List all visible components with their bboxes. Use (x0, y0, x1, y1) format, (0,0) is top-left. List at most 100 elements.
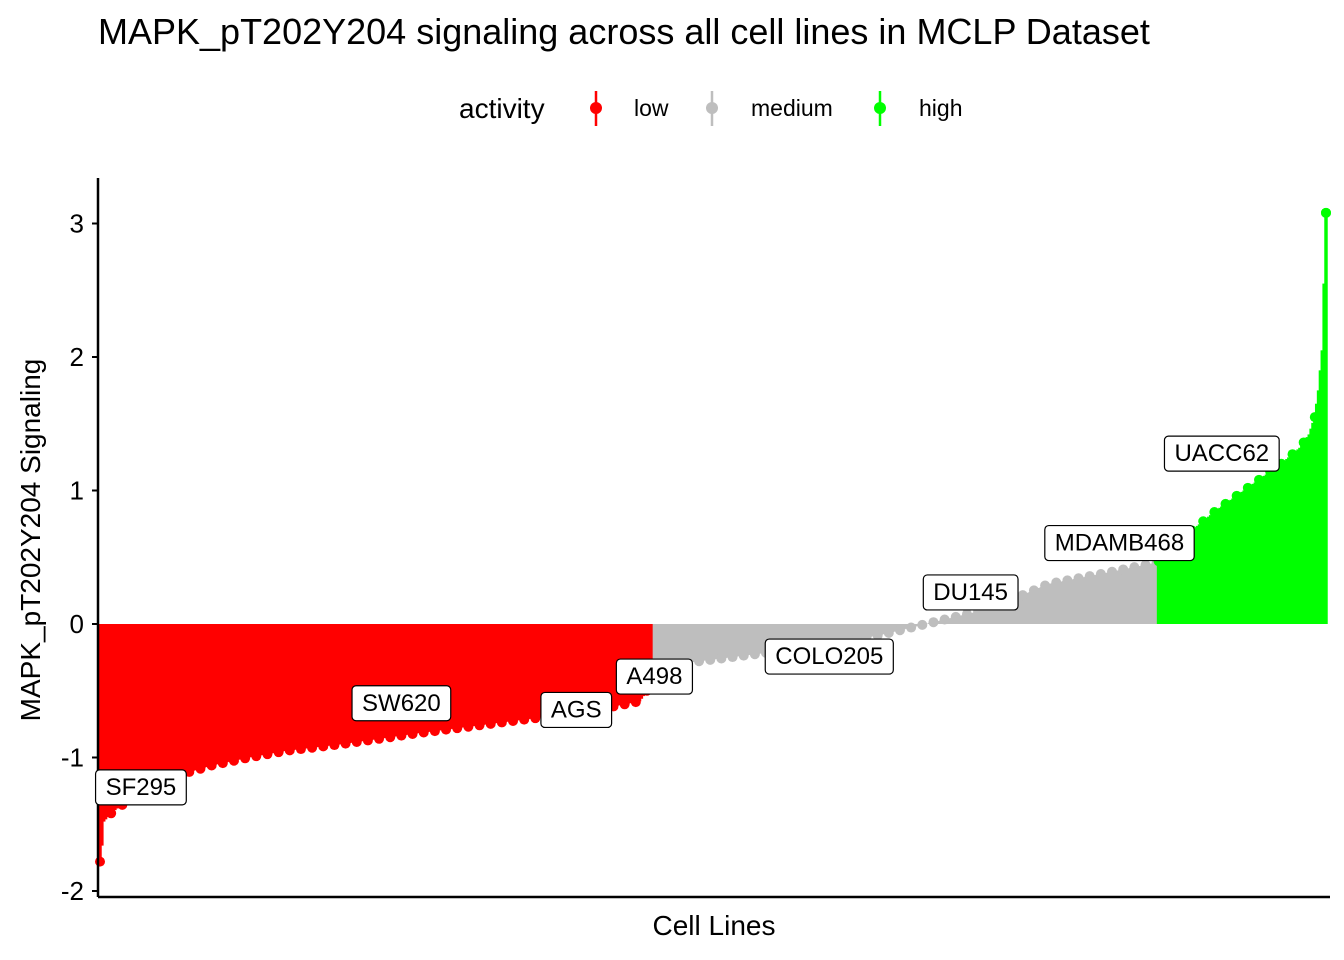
bar-medium (782, 624, 787, 651)
y-tick-label: 2 (70, 342, 84, 372)
bar-medium (1153, 562, 1157, 624)
series-medium (649, 557, 1162, 694)
bar-low (355, 624, 359, 743)
bar-low (321, 624, 325, 747)
bar-low (403, 624, 407, 736)
bar-low (555, 624, 560, 716)
bar-low (423, 624, 428, 733)
bar-medium (678, 624, 683, 664)
legend-label-medium: medium (751, 95, 833, 121)
bar-low (602, 624, 606, 709)
bar-medium (749, 624, 753, 655)
bar-high (1301, 442, 1306, 624)
point-medium (1118, 564, 1129, 575)
bar-low (468, 624, 472, 727)
label-text: SW620 (362, 690, 441, 717)
bar-medium (730, 624, 735, 658)
bar-low (122, 624, 126, 804)
bar-low (392, 624, 396, 737)
x-axis-title: Cell Lines (653, 910, 776, 941)
bar-low (323, 624, 327, 747)
bar-low (213, 624, 218, 765)
bar-high (1218, 507, 1222, 624)
bar-low (594, 624, 599, 710)
bar-low (334, 624, 339, 745)
bar-low (187, 624, 192, 772)
bar-low (310, 624, 314, 748)
bar-high (1201, 521, 1205, 624)
bar-low (496, 624, 500, 723)
bar-medium (1022, 594, 1027, 624)
bar-low (237, 624, 242, 760)
bar-medium (1052, 582, 1057, 624)
point-low (530, 713, 541, 724)
bar-medium (769, 624, 774, 653)
bar-high (1197, 524, 1202, 624)
bar-medium (1034, 589, 1038, 624)
bar-low (375, 624, 379, 740)
bar-medium (978, 611, 982, 624)
bar-low (222, 624, 227, 763)
bar-high (1253, 482, 1258, 624)
bar-medium (963, 614, 967, 624)
bar-high (1208, 515, 1213, 624)
bar-low (514, 624, 519, 721)
bar-low (189, 624, 193, 772)
bar-low (371, 624, 376, 740)
point-low (284, 745, 295, 756)
bar-medium (1026, 592, 1031, 624)
bar-low (206, 624, 210, 767)
bar-high (1249, 485, 1254, 624)
bar-low (481, 624, 485, 725)
point-low (474, 720, 485, 731)
label-MDAMB468: MDAMB468 (1044, 524, 1195, 562)
bar-low (565, 624, 569, 715)
bar-medium (950, 617, 954, 624)
bar-medium (1140, 565, 1144, 624)
bar-low (485, 624, 489, 725)
bar-medium (948, 618, 952, 624)
bar-high (1171, 546, 1176, 624)
bar-low (444, 624, 448, 730)
bar-low (531, 624, 536, 719)
point-medium (727, 652, 738, 663)
bar-low (360, 624, 365, 742)
bar-low (384, 624, 389, 738)
point-low (508, 715, 519, 726)
bar-medium (682, 624, 686, 664)
bar-medium (773, 624, 778, 652)
bar-medium (1035, 588, 1040, 624)
bar-medium (818, 624, 822, 647)
bar-low (193, 624, 197, 771)
point-low (441, 724, 452, 735)
label-box (351, 685, 452, 722)
label-box (922, 574, 1019, 611)
bar-medium (808, 624, 813, 648)
bar-medium (1087, 576, 1092, 624)
bar-low (139, 624, 143, 794)
point-low (240, 753, 251, 764)
bar-low (609, 624, 614, 707)
bar-low (196, 624, 201, 770)
bar-low (648, 624, 653, 686)
bar-medium (1039, 587, 1044, 624)
bar-high (1257, 479, 1261, 624)
bar-low (301, 624, 305, 749)
point-high (1309, 412, 1320, 423)
point-low (217, 758, 228, 769)
bar-high (1238, 493, 1243, 624)
bar-medium (1102, 573, 1107, 624)
bar-high (1175, 543, 1179, 624)
bar-low (129, 624, 134, 800)
bar-low (557, 624, 562, 716)
bar-high (1324, 212, 1328, 624)
bar-low (248, 624, 253, 758)
bar-low (338, 624, 342, 745)
bar-low (306, 624, 311, 749)
bar-low (581, 624, 586, 713)
bar-low (498, 624, 502, 723)
bar-high (1314, 403, 1319, 624)
bar-medium (691, 624, 696, 662)
bar-medium (1000, 603, 1005, 624)
bar-low (208, 624, 212, 767)
